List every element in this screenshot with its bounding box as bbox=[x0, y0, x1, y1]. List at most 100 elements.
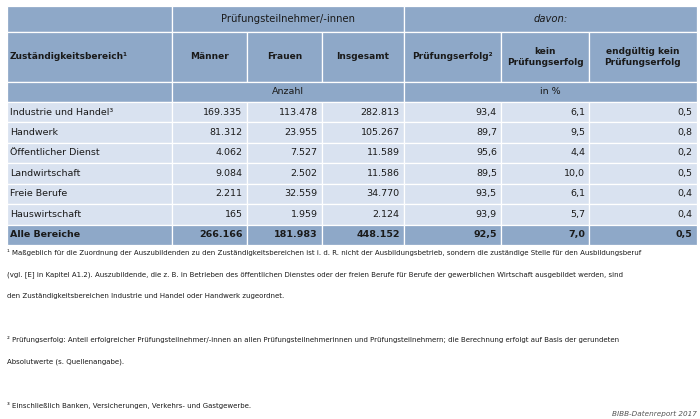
Text: Öffentlicher Dienst: Öffentlicher Dienst bbox=[10, 148, 100, 158]
Bar bbox=[172, 82, 404, 102]
Text: 7,0: 7,0 bbox=[568, 230, 585, 239]
Text: 1.959: 1.959 bbox=[290, 210, 318, 219]
Text: 448.152: 448.152 bbox=[356, 230, 400, 239]
Bar bbox=[322, 143, 404, 163]
Text: 23.955: 23.955 bbox=[284, 128, 318, 137]
Text: 0,2: 0,2 bbox=[678, 148, 692, 158]
Bar bbox=[589, 102, 696, 122]
Text: 0,5: 0,5 bbox=[678, 108, 692, 116]
Bar bbox=[589, 143, 696, 163]
Bar bbox=[247, 143, 322, 163]
Bar bbox=[322, 102, 404, 122]
Text: 4.062: 4.062 bbox=[216, 148, 243, 158]
Text: 2.211: 2.211 bbox=[216, 189, 243, 199]
Bar bbox=[322, 122, 404, 143]
Text: endgültig kein
Prüfungserfolg: endgültig kein Prüfungserfolg bbox=[605, 47, 681, 67]
Bar bbox=[404, 225, 501, 245]
Bar bbox=[172, 184, 247, 204]
Bar bbox=[501, 122, 589, 143]
Text: 105.267: 105.267 bbox=[360, 128, 400, 137]
Text: 0,5: 0,5 bbox=[678, 169, 692, 178]
Bar bbox=[589, 163, 696, 184]
Text: ² Prüfungserfolg: Anteil erfolgreicher Prüfungsteilnehmer/-innen an allen Prüfun: ² Prüfungserfolg: Anteil erfolgreicher P… bbox=[7, 336, 619, 344]
Text: 113.478: 113.478 bbox=[279, 108, 318, 116]
Text: 0,5: 0,5 bbox=[676, 230, 692, 239]
Text: Insgesamt: Insgesamt bbox=[337, 52, 389, 62]
Bar bbox=[322, 204, 404, 225]
Text: Männer: Männer bbox=[190, 52, 229, 62]
Text: 9,5: 9,5 bbox=[570, 128, 585, 137]
Text: 282.813: 282.813 bbox=[360, 108, 400, 116]
Bar bbox=[7, 184, 172, 204]
Text: Prüfungserfolg²: Prüfungserfolg² bbox=[412, 52, 493, 62]
Text: ¹ Maßgeblich für die Zuordnung der Auszubildenden zu den Zuständigkeitsbereichen: ¹ Maßgeblich für die Zuordnung der Auszu… bbox=[7, 249, 641, 256]
Bar bbox=[404, 184, 501, 204]
Text: Alle Bereiche: Alle Bereiche bbox=[10, 230, 80, 239]
Bar bbox=[322, 184, 404, 204]
Bar bbox=[589, 122, 696, 143]
Text: 4,4: 4,4 bbox=[570, 148, 585, 158]
Text: 0,4: 0,4 bbox=[678, 210, 692, 219]
Bar bbox=[247, 225, 322, 245]
Text: 10,0: 10,0 bbox=[564, 169, 585, 178]
Bar bbox=[501, 225, 589, 245]
Text: 93,9: 93,9 bbox=[476, 210, 497, 219]
Bar bbox=[501, 184, 589, 204]
Text: 9.084: 9.084 bbox=[216, 169, 243, 178]
Bar bbox=[322, 32, 404, 82]
Text: ³ Einschließlich Banken, Versicherungen, Verkehrs- und Gastgewerbe.: ³ Einschließlich Banken, Versicherungen,… bbox=[7, 402, 251, 409]
Text: 93,4: 93,4 bbox=[476, 108, 497, 116]
Bar bbox=[172, 163, 247, 184]
Bar bbox=[247, 32, 322, 82]
Text: 89,7: 89,7 bbox=[476, 128, 497, 137]
Text: 181.983: 181.983 bbox=[274, 230, 318, 239]
Text: 0,8: 0,8 bbox=[678, 128, 692, 137]
Text: 6,1: 6,1 bbox=[570, 189, 585, 199]
Bar bbox=[172, 102, 247, 122]
Text: 32.559: 32.559 bbox=[284, 189, 318, 199]
Bar bbox=[247, 184, 322, 204]
Bar bbox=[172, 143, 247, 163]
Bar bbox=[172, 6, 404, 32]
Text: Freie Berufe: Freie Berufe bbox=[10, 189, 68, 199]
Bar bbox=[404, 163, 501, 184]
Text: Prüfungsteilnehmer/-innen: Prüfungsteilnehmer/-innen bbox=[220, 14, 355, 24]
Bar bbox=[7, 122, 172, 143]
Text: 93,5: 93,5 bbox=[476, 189, 497, 199]
Bar bbox=[501, 102, 589, 122]
Text: 169.335: 169.335 bbox=[203, 108, 243, 116]
Bar bbox=[589, 204, 696, 225]
Bar bbox=[404, 32, 501, 82]
Text: Hauswirtschaft: Hauswirtschaft bbox=[10, 210, 82, 219]
Bar bbox=[7, 82, 172, 102]
Bar bbox=[172, 204, 247, 225]
Bar bbox=[404, 6, 696, 32]
Text: 7.527: 7.527 bbox=[290, 148, 318, 158]
Text: Anzahl: Anzahl bbox=[272, 87, 304, 96]
Text: Absolutwerte (s. Quellenangabe).: Absolutwerte (s. Quellenangabe). bbox=[7, 358, 124, 365]
Text: 165: 165 bbox=[225, 210, 243, 219]
Bar bbox=[7, 102, 172, 122]
Bar bbox=[247, 102, 322, 122]
Bar bbox=[404, 82, 696, 102]
Bar bbox=[404, 143, 501, 163]
Text: Frauen: Frauen bbox=[267, 52, 302, 62]
Text: 92,5: 92,5 bbox=[473, 230, 497, 239]
Bar bbox=[7, 225, 172, 245]
Text: 89,5: 89,5 bbox=[476, 169, 497, 178]
Bar bbox=[501, 204, 589, 225]
Text: 5,7: 5,7 bbox=[570, 210, 585, 219]
Bar bbox=[404, 122, 501, 143]
Text: 2.124: 2.124 bbox=[372, 210, 400, 219]
Bar bbox=[247, 163, 322, 184]
Bar bbox=[172, 225, 247, 245]
Text: 34.770: 34.770 bbox=[367, 189, 400, 199]
Text: 6,1: 6,1 bbox=[570, 108, 585, 116]
Text: 2.502: 2.502 bbox=[290, 169, 318, 178]
Bar bbox=[7, 204, 172, 225]
Bar bbox=[7, 163, 172, 184]
Text: in %: in % bbox=[540, 87, 561, 96]
Text: davon:: davon: bbox=[533, 14, 567, 24]
Text: Zuständigkeitsbereich¹: Zuständigkeitsbereich¹ bbox=[10, 52, 128, 62]
Bar bbox=[404, 102, 501, 122]
